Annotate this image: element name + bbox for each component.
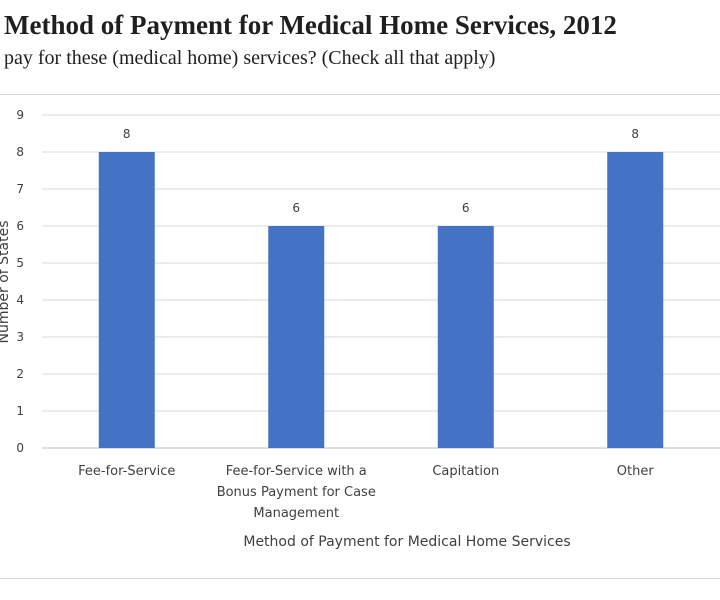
data-label: 8 <box>123 127 131 141</box>
y-tick-label: 2 <box>16 367 24 381</box>
y-tick-label: 8 <box>16 145 24 159</box>
bar <box>607 152 663 448</box>
y-tick-label: 1 <box>16 404 24 418</box>
y-axis-label: Number of States <box>0 221 12 344</box>
x-tick-label: Fee-for-Service <box>78 464 175 479</box>
x-tick-label: Other <box>617 464 655 479</box>
data-label: 6 <box>462 201 470 215</box>
x-tick-label: Capitation <box>432 464 499 479</box>
x-tick-label: Management <box>253 506 339 521</box>
y-tick-label: 5 <box>16 256 24 270</box>
bar <box>438 226 494 448</box>
y-tick-label: 7 <box>16 182 24 196</box>
y-tick-label: 6 <box>16 219 24 233</box>
bar <box>99 152 155 448</box>
data-label: 6 <box>292 201 300 215</box>
bar <box>268 226 324 448</box>
x-tick-label: Bonus Payment for Case <box>217 485 376 500</box>
data-labels: 8 6 6 8 <box>123 127 639 215</box>
y-axis-ticks: 0 1 2 3 4 5 6 7 8 9 <box>16 108 24 455</box>
y-tick-label: 4 <box>16 293 24 307</box>
x-axis-ticks: Fee-for-Service Fee-for-Service with a Bon… <box>78 464 654 521</box>
x-axis-label: Method of Payment for Medical Home Servi… <box>243 534 570 550</box>
y-tick-label: 9 <box>16 108 24 122</box>
x-tick-label: Fee-for-Service with a <box>226 464 367 479</box>
y-tick-label: 3 <box>16 330 24 344</box>
data-label: 8 <box>631 127 639 141</box>
y-tick-label: 0 <box>16 441 24 455</box>
chart-bottom-border <box>0 578 720 579</box>
